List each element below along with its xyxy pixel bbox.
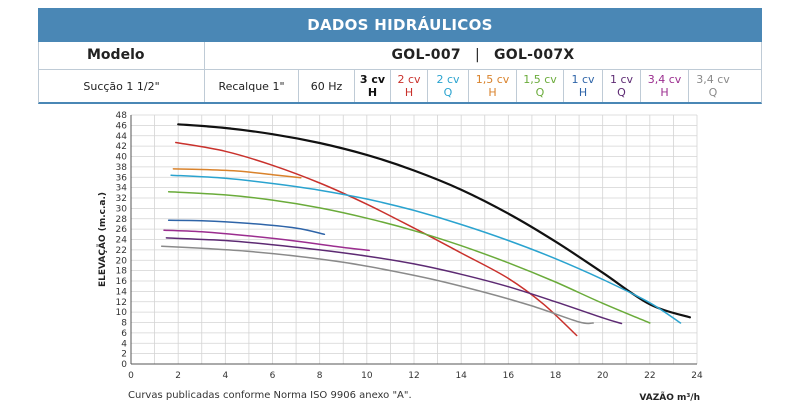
x-axis-label: VAZÃO m³/h bbox=[639, 392, 700, 403]
variant-cell: 3,4 cv H bbox=[641, 70, 689, 102]
variant-cell: 1 cv H bbox=[564, 70, 603, 102]
y-tick-label: 38 bbox=[116, 163, 128, 173]
series-line bbox=[172, 168, 302, 179]
chart-axes bbox=[130, 115, 697, 365]
chart-ticks: 0246810121416182022242628303234363840424… bbox=[116, 111, 703, 381]
suction-cell: Sucção 1 1/2" bbox=[39, 70, 205, 102]
y-tick-label: 24 bbox=[116, 236, 128, 246]
discharge-value: Recalque 1" bbox=[218, 79, 285, 93]
y-tick-label: 36 bbox=[116, 173, 128, 183]
variant-cell: 1 cv Q bbox=[603, 70, 641, 102]
frequency-cell: 60 Hz bbox=[299, 70, 355, 102]
y-tick-label: 2 bbox=[121, 350, 127, 360]
x-tick-label: 4 bbox=[222, 371, 228, 381]
x-tick-label: 2 bbox=[175, 371, 181, 381]
x-tick-label: 8 bbox=[317, 371, 323, 381]
variant-power: 1,5 cv bbox=[523, 73, 557, 86]
y-tick-label: 48 bbox=[116, 111, 128, 121]
model-separator: | bbox=[474, 47, 480, 63]
series-line bbox=[165, 237, 623, 325]
variant-cell: 2 cv Q bbox=[428, 70, 469, 102]
y-tick-label: 8 bbox=[121, 319, 127, 329]
frequency-value: 60 Hz bbox=[310, 79, 343, 93]
x-tick-label: 16 bbox=[503, 371, 515, 381]
model-b: GOL-007X bbox=[493, 47, 575, 63]
hydraulic-data-table: DADOS HIDRÁULICOS Modelo GOL-007 | GOL-007… bbox=[38, 8, 762, 104]
x-tick-label: 22 bbox=[644, 371, 655, 381]
variant-type: Q bbox=[617, 86, 626, 99]
y-tick-label: 32 bbox=[116, 194, 127, 204]
y-tick-label: 18 bbox=[116, 267, 128, 277]
y-tick-label: 12 bbox=[116, 298, 127, 308]
suction-value: Sucção 1 1/2" bbox=[83, 79, 160, 93]
series-line bbox=[175, 141, 578, 337]
variant-cells: 3 cv H 2 cv H 2 cv Q 1,5 cv H 1,5 cv Q 1 cv H 1 cv Q 3… bbox=[355, 70, 761, 102]
y-tick-label: 40 bbox=[116, 153, 128, 163]
y-tick-label: 4 bbox=[121, 339, 127, 349]
series-line bbox=[167, 191, 651, 324]
series-line bbox=[163, 229, 370, 252]
chart-series bbox=[160, 123, 691, 337]
y-tick-label: 10 bbox=[116, 308, 128, 318]
model-names: GOL-007 | GOL-007X bbox=[205, 42, 761, 69]
variant-cell: 1,5 cv Q bbox=[517, 70, 564, 102]
variant-power: 3,4 cv bbox=[696, 73, 730, 86]
model-a: GOL-007 bbox=[391, 47, 461, 63]
variant-type: Q bbox=[535, 86, 545, 99]
series-line bbox=[167, 219, 326, 236]
model-label: Modelo bbox=[39, 42, 205, 69]
variant-type: H bbox=[660, 86, 669, 99]
variant-cell: 2 cv H bbox=[391, 70, 428, 102]
y-tick-label: 26 bbox=[116, 225, 128, 235]
model-row: Modelo GOL-007 | GOL-007X bbox=[38, 42, 762, 70]
variant-type: H bbox=[404, 86, 414, 99]
x-tick-label: 12 bbox=[408, 371, 419, 381]
y-tick-label: 46 bbox=[116, 121, 128, 131]
specs-row: Sucção 1 1/2" Recalque 1" 60 Hz 3 cv H 2 c… bbox=[38, 70, 762, 104]
y-tick-label: 0 bbox=[121, 360, 127, 370]
variant-power: 2 cv bbox=[397, 73, 421, 86]
y-tick-label: 6 bbox=[121, 329, 127, 339]
series-line bbox=[160, 245, 594, 325]
variant-type: Q bbox=[443, 86, 453, 99]
y-tick-label: 16 bbox=[116, 277, 128, 287]
variant-power: 2 cv bbox=[436, 73, 460, 86]
variant-power: 1 cv bbox=[571, 73, 595, 86]
y-tick-label: 14 bbox=[116, 287, 128, 297]
variant-cell: 1,5 cv H bbox=[469, 70, 517, 102]
table-title: DADOS HIDRÁULICOS bbox=[38, 8, 762, 42]
x-tick-label: 10 bbox=[361, 371, 373, 381]
series-line bbox=[177, 123, 691, 319]
y-tick-label: 22 bbox=[116, 246, 127, 256]
x-tick-label: 14 bbox=[455, 371, 467, 381]
variant-power: 1,5 cv bbox=[475, 73, 510, 86]
x-tick-label: 18 bbox=[550, 371, 562, 381]
x-tick-label: 0 bbox=[128, 371, 134, 381]
x-tick-label: 6 bbox=[270, 371, 276, 381]
variant-type: H bbox=[367, 86, 378, 99]
x-tick-label: 20 bbox=[597, 371, 609, 381]
y-tick-label: 30 bbox=[116, 204, 128, 214]
variant-power: 1 cv bbox=[609, 73, 634, 86]
y-tick-label: 28 bbox=[116, 215, 128, 225]
y-axis-label: ELEVAÇÃO (m.c.a.) bbox=[97, 192, 108, 287]
y-tick-label: 44 bbox=[116, 132, 128, 142]
variant-cell: 3 cv H bbox=[355, 70, 391, 102]
footnote: Curvas publicadas conforme Norma ISO 990… bbox=[128, 390, 412, 401]
series-line bbox=[170, 174, 682, 324]
y-tick-label: 42 bbox=[116, 142, 127, 152]
y-tick-label: 20 bbox=[116, 256, 128, 266]
pump-curve-chart: 0246810121416182022242628303234363840424… bbox=[97, 111, 703, 403]
discharge-cell: Recalque 1" bbox=[205, 70, 299, 102]
variant-cell: 3,4 cv Q bbox=[689, 70, 737, 102]
variant-type: H bbox=[488, 86, 497, 99]
variant-type: Q bbox=[708, 86, 718, 99]
y-tick-label: 34 bbox=[116, 184, 128, 194]
variant-type: H bbox=[578, 86, 588, 99]
variant-power: 3,4 cv bbox=[647, 73, 682, 86]
x-tick-label: 24 bbox=[691, 371, 703, 381]
variant-power: 3 cv bbox=[359, 73, 386, 86]
